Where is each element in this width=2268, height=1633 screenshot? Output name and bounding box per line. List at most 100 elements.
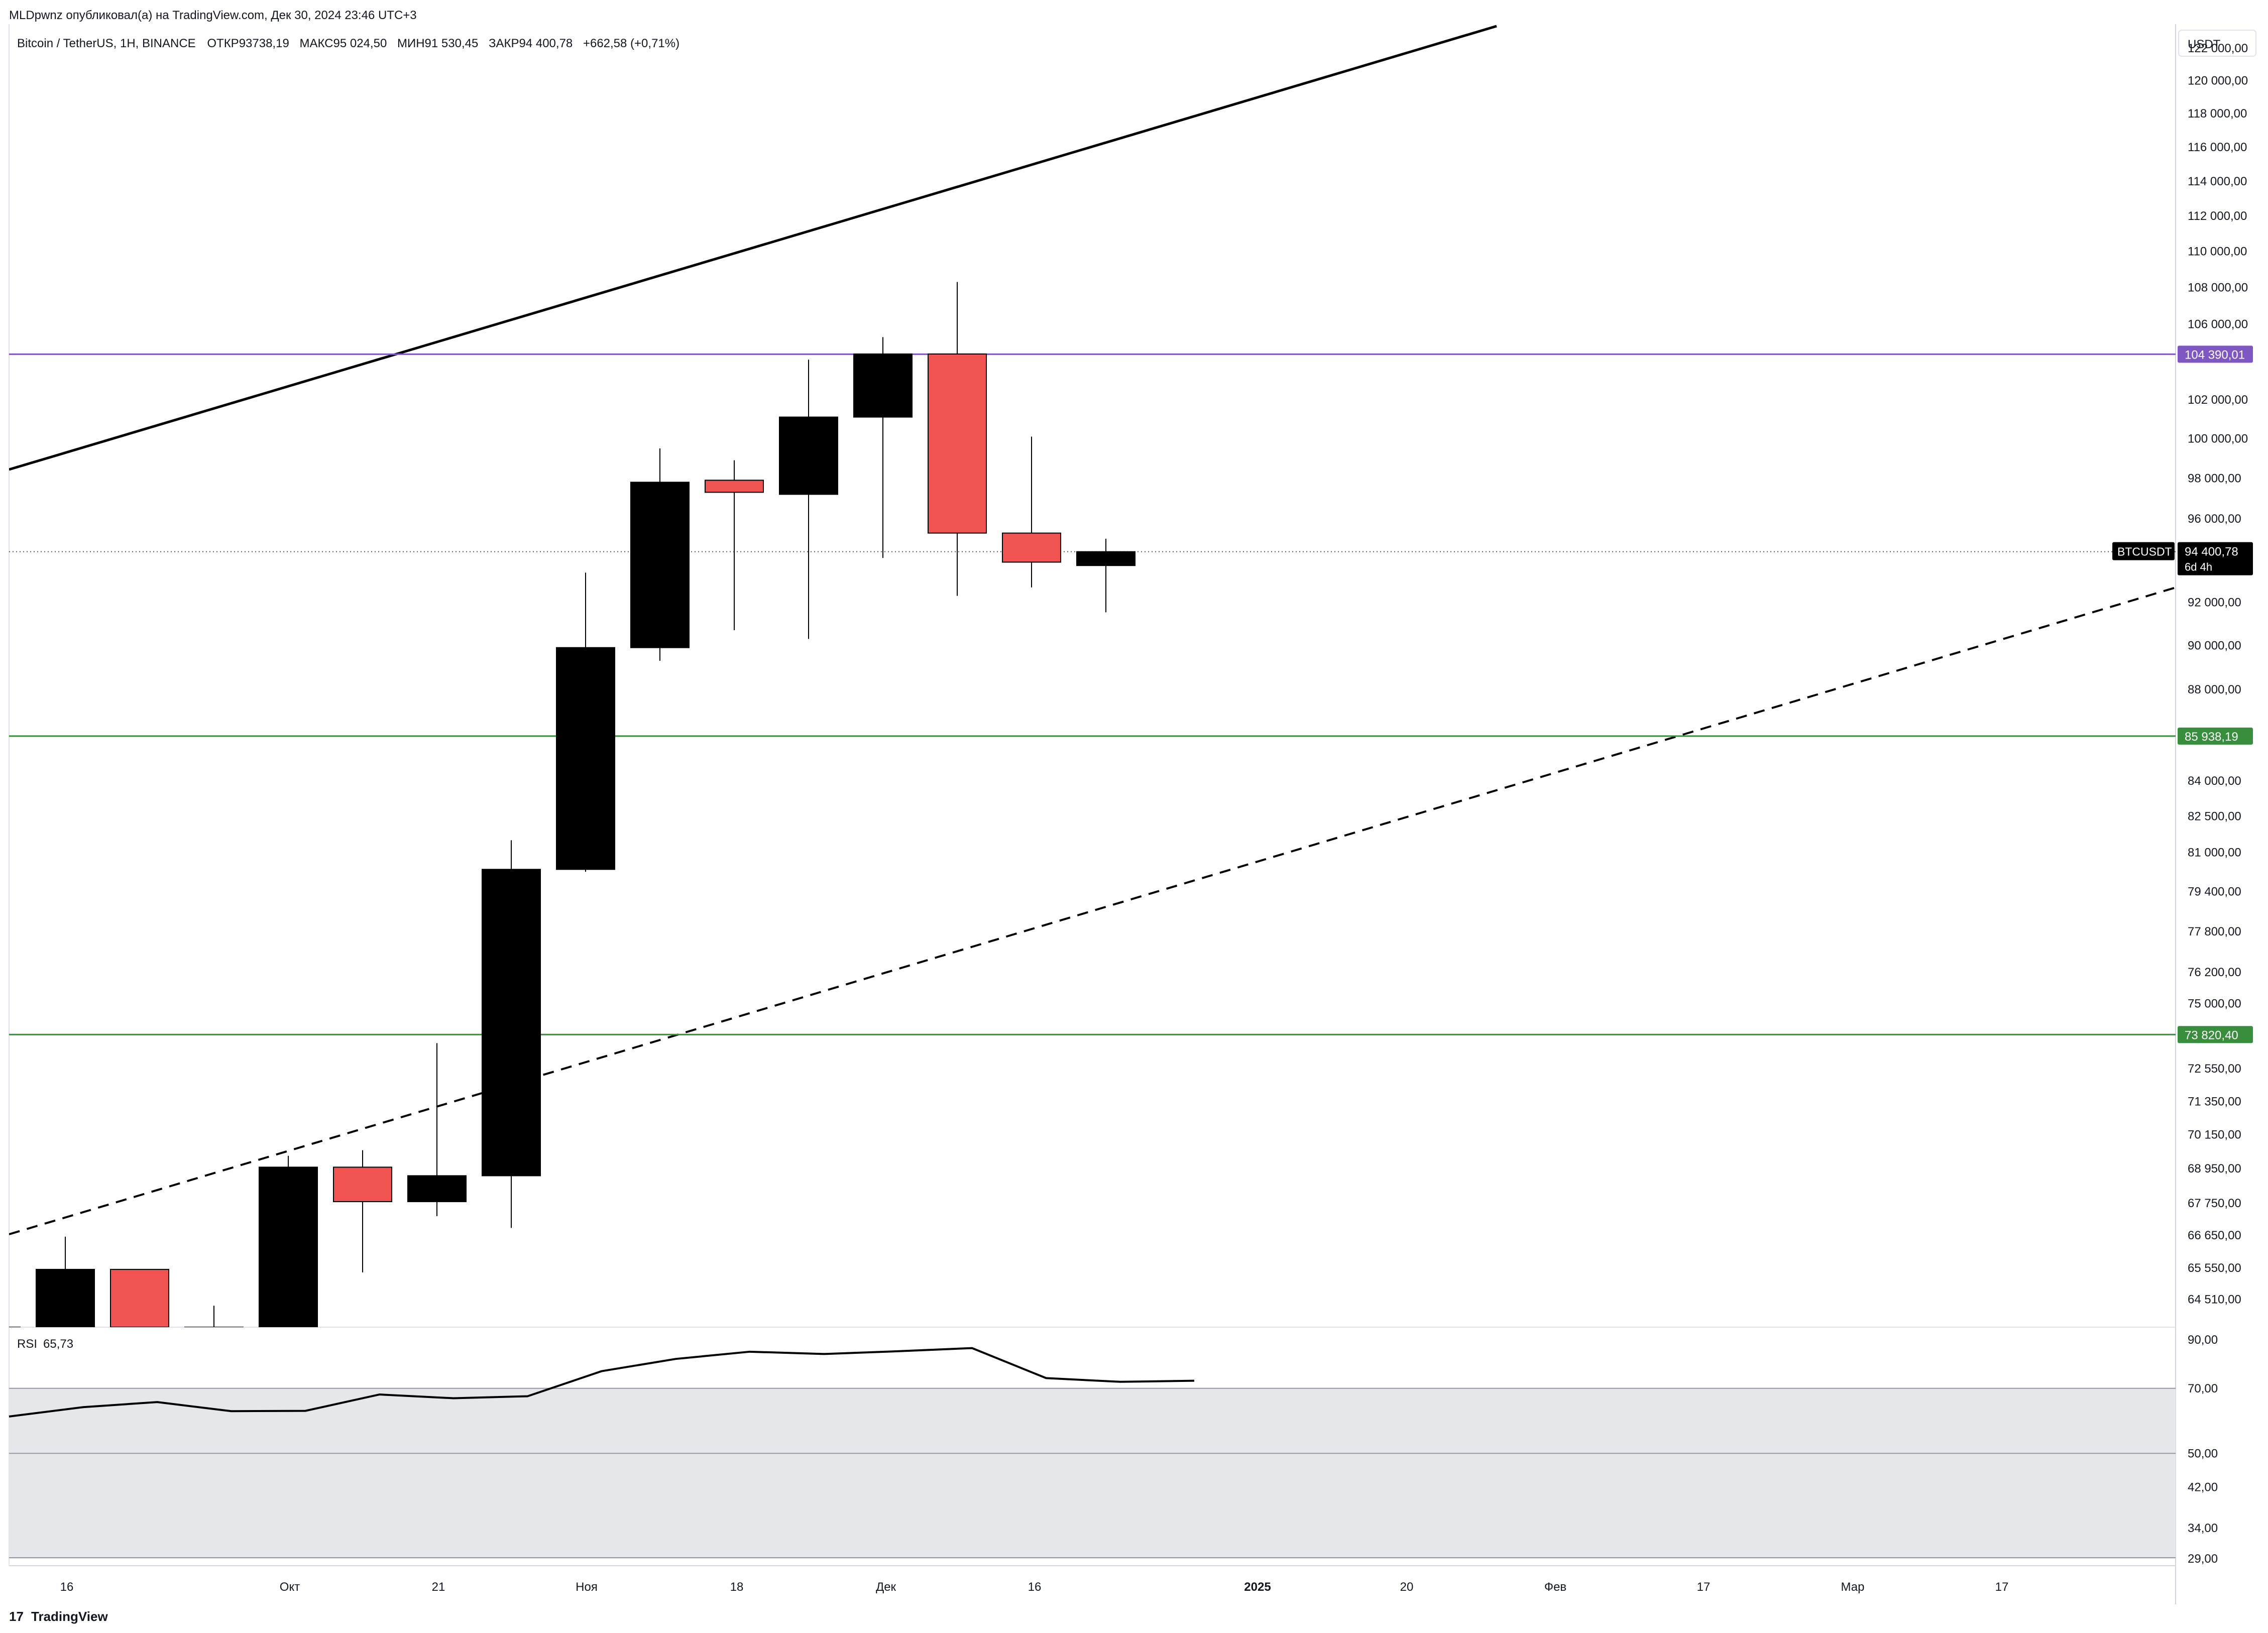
rsi-tick-label: 90,00 <box>2188 1333 2218 1347</box>
price-tick-label: 67 750,00 <box>2188 1197 2241 1210</box>
time-label: Ноя <box>576 1580 598 1594</box>
price-tick-label: 100 000,00 <box>2188 432 2248 445</box>
legend-change: +662,58 (+0,71%) <box>583 37 679 50</box>
candle-body-bull <box>556 647 615 870</box>
time-label: 17 <box>1995 1580 2009 1594</box>
price-tick-label: 102 000,00 <box>2188 393 2248 407</box>
price-tick-label: 81 000,00 <box>2188 846 2241 859</box>
rsi-line[interactable] <box>9 1347 1195 1418</box>
trendlines[interactable] <box>9 25 2176 1235</box>
rsi-label: RSI <box>17 1337 37 1351</box>
time-label: Окт <box>280 1580 300 1594</box>
candle[interactable] <box>853 337 913 558</box>
price-tick-label: 114 000,00 <box>2188 175 2247 188</box>
tv-logo-icon: 17 <box>9 1609 24 1624</box>
legend-close-label: ЗАКР <box>489 37 519 50</box>
time-label: 21 <box>432 1580 445 1594</box>
time-label: Дек <box>876 1580 896 1594</box>
candle[interactable] <box>630 448 690 661</box>
candle-body-bull <box>36 1268 95 1327</box>
upper-trendline[interactable] <box>9 25 1497 471</box>
candle[interactable] <box>482 840 541 1228</box>
price-tick-label: 77 800,00 <box>2188 925 2241 939</box>
price-tick-label: 68 950,00 <box>2188 1162 2241 1176</box>
price-tick-label: 92 000,00 <box>2188 596 2241 609</box>
rsi-tick-label: 29,00 <box>2188 1552 2218 1566</box>
currency-label: USDT <box>2188 38 2221 51</box>
rsi-tick-label: 34,00 <box>2188 1522 2218 1535</box>
price-tick-label: 64 510,00 <box>2188 1293 2241 1306</box>
purple-level-tag-box <box>2178 345 2253 363</box>
price-tick-label: 122 000,00 <box>2188 42 2248 55</box>
candle[interactable] <box>333 1150 392 1272</box>
candle[interactable] <box>110 1268 169 1327</box>
rsi-value: 65,73 <box>43 1337 73 1351</box>
candle-body-bear <box>110 1268 169 1327</box>
candle-body-bull <box>1076 551 1136 566</box>
symbol-tag: BTCUSDT <box>2117 545 2172 558</box>
time-label: 2025 <box>1244 1580 1271 1594</box>
candle[interactable] <box>779 360 838 639</box>
candle[interactable] <box>1076 538 1136 613</box>
last-price-box <box>2178 542 2253 575</box>
purple-level-tag: 104 390,01 <box>2185 348 2245 362</box>
legend-open-value: 93738,19 <box>239 37 289 50</box>
green-lower-tag: 73 820,40 <box>2185 1028 2238 1042</box>
legend-high-label: МАКС <box>299 37 333 50</box>
rsi-tick-label: 42,00 <box>2188 1480 2218 1494</box>
price-tick-label: 106 000,00 <box>2188 318 2248 331</box>
price-tick-label: 76 200,00 <box>2188 966 2241 979</box>
candle-body-bear <box>1002 532 1061 563</box>
price-tick-label: 90 000,00 <box>2188 639 2241 652</box>
time-label: Фев <box>1544 1580 1566 1594</box>
candle-body-bear <box>705 480 764 493</box>
currency-box[interactable] <box>2178 30 2256 57</box>
green-upper-tag: 85 938,19 <box>2185 730 2238 744</box>
symbol-tag-box <box>2112 542 2175 560</box>
rsi-band <box>9 1388 2176 1559</box>
candle[interactable] <box>556 572 615 872</box>
legend-high-value: 95 024,50 <box>333 37 387 50</box>
candle[interactable] <box>705 460 764 631</box>
rsi-legend: RSI 65,73 <box>17 1337 73 1351</box>
legend-low-value: 91 530,45 <box>425 37 479 50</box>
candle[interactable] <box>184 1306 244 1329</box>
price-tick-label: 108 000,00 <box>2188 281 2248 294</box>
candle[interactable] <box>36 1236 95 1327</box>
price-tick-label: 120 000,00 <box>2188 74 2248 87</box>
price-tick-label: 79 400,00 <box>2188 885 2241 898</box>
price-tick-label: 110 000,00 <box>2188 245 2247 259</box>
price-axis[interactable]: USDT 122 000,00 120 000,00 118 000,00 116 0… <box>2178 30 2256 1306</box>
candle-body-bear <box>928 353 987 534</box>
candle-body-bull <box>482 869 541 1177</box>
green-lower-tag-box <box>2178 1026 2253 1043</box>
price-tick-label: 72 550,00 <box>2188 1062 2241 1076</box>
price-tick-label: 71 350,00 <box>2188 1095 2241 1108</box>
price-tick-label: 116 000,00 <box>2188 141 2247 154</box>
candle[interactable] <box>407 1043 467 1216</box>
time-label: 20 <box>1400 1580 1414 1594</box>
candle[interactable] <box>928 282 987 596</box>
green-upper-tag-box <box>2178 727 2253 745</box>
candle[interactable] <box>1002 436 1061 588</box>
time-axis[interactable]: 16 Окт 21 Ноя 18 Дек 16 2025 20 Фев 17 Мар 17 <box>60 1580 2009 1594</box>
price-tick-label: 112 000,00 <box>2188 209 2247 223</box>
legend-open-label: ОТКР <box>207 37 239 50</box>
price-tags: 104 390,01 85 938,19 73 820,40 BTCUSDT 94 40… <box>2112 345 2253 1043</box>
price-tick-label: 118 000,00 <box>2188 107 2247 121</box>
candle-body-bull <box>779 416 838 495</box>
price-tick-label: 98 000,00 <box>2188 472 2241 485</box>
rsi-pane[interactable]: 90,00 70,00 50,00 42,00 34,00 29,00 <box>9 1333 2218 1566</box>
rsi-tick-label: 70,00 <box>2188 1382 2218 1395</box>
candle-body-bull <box>853 353 913 418</box>
candle-body-bull <box>407 1175 467 1202</box>
legend-close-value: 94 400,78 <box>519 37 573 50</box>
time-label: 17 <box>1697 1580 1711 1594</box>
legend-low-label: МИН <box>397 37 425 50</box>
tradingview-logo[interactable]: 17 TradingView <box>9 1609 108 1624</box>
candle[interactable] <box>259 1155 318 1327</box>
lower-trendline-dashed[interactable] <box>9 587 2176 1235</box>
last-price-tag: 94 400,78 <box>2185 545 2238 559</box>
candles[interactable] <box>0 282 1136 1329</box>
